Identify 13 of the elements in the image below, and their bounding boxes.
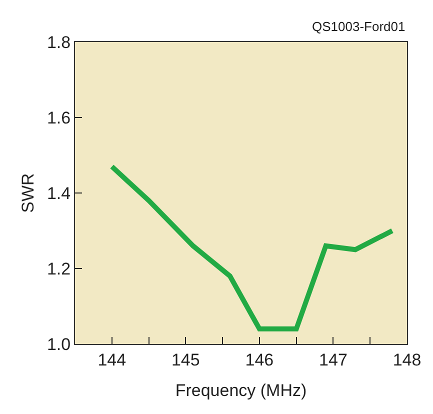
- x-tick-label: 147: [319, 350, 348, 370]
- y-tick-label: 1.0: [46, 334, 71, 354]
- x-tick-label: 144: [98, 350, 126, 370]
- y-tick-label: 1.4: [46, 184, 71, 203]
- x-tick-label: 146: [245, 350, 274, 370]
- text: QS1003-Ford01: [312, 19, 406, 34]
- y-tick-label: 1.2: [46, 259, 71, 278]
- y-tick-label: 1.8: [46, 32, 71, 52]
- x-tick-label: 148: [392, 350, 422, 370]
- x-axis-title: Frequency (MHz): [175, 380, 307, 400]
- y-axis-title: SWR: [18, 173, 38, 213]
- x-tick-label: 145: [171, 350, 200, 370]
- y-tick-label: 1.6: [46, 108, 71, 128]
